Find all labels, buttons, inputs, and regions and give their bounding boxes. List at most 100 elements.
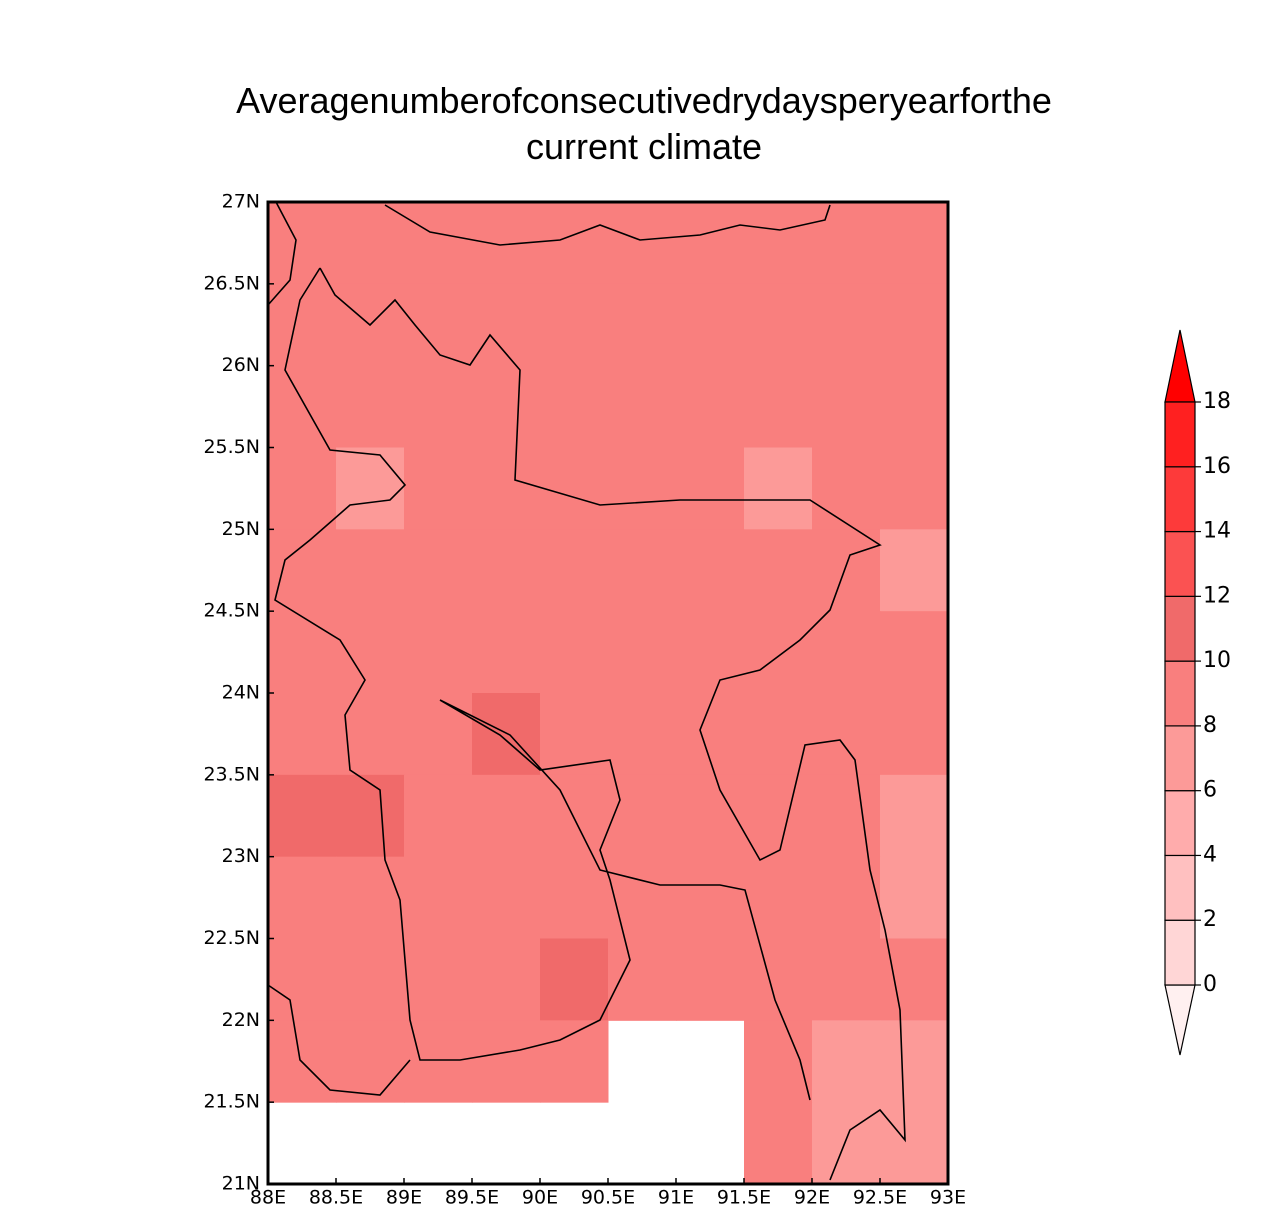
colorbar-swatch xyxy=(1164,854,1196,921)
y-tick-label: 26N xyxy=(222,354,260,376)
coastline xyxy=(267,201,906,1181)
chart-title: Averagenumberofconsecutivedrydaysperyear… xyxy=(236,80,1052,167)
grid-cell xyxy=(540,938,609,1021)
grid-cell xyxy=(812,529,881,612)
grid-cell xyxy=(880,938,949,1021)
grid-cell xyxy=(744,1020,813,1103)
grid-cell xyxy=(676,202,745,285)
colorbar-swatch xyxy=(1164,660,1196,727)
grid-cell xyxy=(268,447,337,530)
colorbar-swatch xyxy=(1164,401,1196,468)
x-tick-label: 90.5E xyxy=(581,1187,635,1209)
grid-cell xyxy=(880,774,949,858)
x-tick-label: 89.5E xyxy=(445,1187,499,1209)
grid-cell xyxy=(880,447,949,530)
grid-cell xyxy=(268,611,337,694)
grid-cell xyxy=(880,1020,949,1103)
x-tick-label: 93E xyxy=(930,1187,966,1209)
grid-cell xyxy=(744,774,813,858)
grid-cell xyxy=(404,202,473,285)
grid-cell xyxy=(676,611,745,694)
colorbar-swatch xyxy=(1164,725,1196,792)
grid-cell xyxy=(472,938,541,1021)
grid-cell xyxy=(812,774,881,858)
y-tick-label: 27N xyxy=(222,191,260,213)
grid-cell xyxy=(540,774,609,858)
grid-cell xyxy=(608,856,677,939)
grid-cell xyxy=(336,202,405,285)
grid-cell xyxy=(880,1102,949,1185)
grid-cell xyxy=(676,529,745,612)
grid-cell xyxy=(268,529,337,612)
grid-cell xyxy=(608,447,677,530)
grid-cell xyxy=(540,611,609,694)
colorbar-label: 8 xyxy=(1203,713,1217,738)
grid-cell xyxy=(336,856,405,939)
colorbar-label: 14 xyxy=(1203,519,1231,544)
grid-cell xyxy=(472,774,541,858)
grid-cell xyxy=(472,365,541,448)
grid-cell xyxy=(812,611,881,694)
x-tick-label: 91.5E xyxy=(717,1187,771,1209)
y-tick-label: 23.5N xyxy=(203,763,260,785)
grid-cell xyxy=(812,365,881,448)
y-tick-label: 23N xyxy=(222,845,260,867)
grid-cell xyxy=(404,774,473,858)
grid-cell xyxy=(404,938,473,1021)
grid-cell xyxy=(608,365,677,448)
grid-cell xyxy=(812,283,881,367)
grid-cell xyxy=(404,693,473,776)
colorbar-label: 4 xyxy=(1203,842,1217,867)
grid-cell xyxy=(540,365,609,448)
grid-cell xyxy=(336,447,405,530)
grid-cell xyxy=(812,938,881,1021)
grid-cell xyxy=(880,611,949,694)
y-tick-label: 22.5N xyxy=(203,927,260,949)
grid-cell xyxy=(812,1102,881,1185)
grid-cell xyxy=(268,365,337,448)
grid-cell xyxy=(268,693,337,776)
grid-cell xyxy=(812,693,881,776)
grid-cell xyxy=(812,202,881,285)
x-tick-label: 89E xyxy=(386,1187,422,1209)
grid-cell xyxy=(812,447,881,530)
grid-cell xyxy=(404,611,473,694)
grid-cell xyxy=(540,283,609,367)
y-tick-label: 24.5N xyxy=(203,600,260,622)
grid-cell xyxy=(880,283,949,367)
grid-cell xyxy=(540,693,609,776)
grid-cell xyxy=(540,202,609,285)
grid-cell xyxy=(336,365,405,448)
x-tick-label: 92E xyxy=(794,1187,830,1209)
colorbar-over xyxy=(1164,329,1196,403)
x-tick-label: 90E xyxy=(522,1187,558,1209)
y-tick-label: 21N xyxy=(222,1173,260,1195)
grid-cell xyxy=(676,447,745,530)
x-tick-label: 91E xyxy=(658,1187,694,1209)
grid-cell xyxy=(676,856,745,939)
grid-cell xyxy=(744,447,813,530)
y-tick-label: 25.5N xyxy=(203,436,260,458)
grid-cell xyxy=(812,1020,881,1103)
y-tick-label: 22N xyxy=(222,1009,260,1031)
grid-cell xyxy=(744,693,813,776)
grid-cell xyxy=(540,1020,609,1103)
grid-cell xyxy=(404,447,473,530)
y-tick-label: 24N xyxy=(222,682,260,704)
grid-cell xyxy=(608,611,677,694)
grid-cell xyxy=(404,1020,473,1103)
grid-cell xyxy=(744,365,813,448)
grid-cell xyxy=(744,529,813,612)
colorbar-swatch xyxy=(1164,919,1196,986)
grid-cell xyxy=(472,856,541,939)
grid-cell xyxy=(472,693,541,776)
x-tick-label: 88.5E xyxy=(309,1187,363,1209)
grid-cell xyxy=(880,365,949,448)
grid-cell xyxy=(540,856,609,939)
grid-cell xyxy=(744,202,813,285)
grid-cell xyxy=(268,774,337,858)
colorbar-label: 2 xyxy=(1203,907,1217,932)
grid-cell xyxy=(472,611,541,694)
grid-cell xyxy=(608,938,677,1021)
grid-cell xyxy=(880,693,949,776)
